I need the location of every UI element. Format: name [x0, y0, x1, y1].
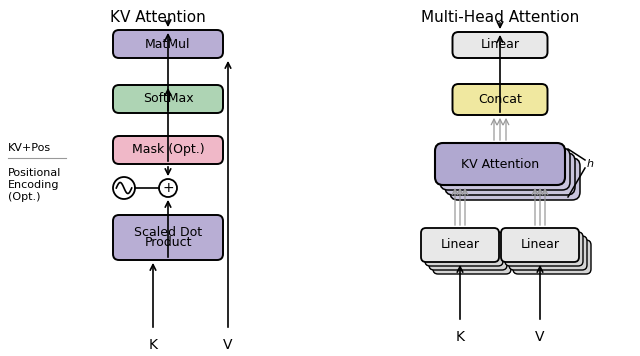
Text: V: V: [223, 338, 233, 352]
Text: MatMul: MatMul: [145, 37, 191, 51]
FancyBboxPatch shape: [435, 143, 565, 185]
FancyBboxPatch shape: [505, 232, 583, 266]
FancyBboxPatch shape: [113, 85, 223, 113]
Text: Positional: Positional: [8, 168, 61, 178]
FancyBboxPatch shape: [113, 215, 223, 260]
FancyBboxPatch shape: [425, 232, 503, 266]
Circle shape: [113, 177, 135, 199]
Text: KV Attention: KV Attention: [110, 10, 206, 25]
Text: Mask (Opt.): Mask (Opt.): [132, 143, 204, 157]
Text: Product: Product: [144, 236, 192, 249]
Text: h: h: [587, 159, 594, 169]
FancyBboxPatch shape: [429, 236, 507, 270]
Text: SoftMax: SoftMax: [143, 93, 193, 105]
Text: (Opt.): (Opt.): [8, 192, 40, 202]
FancyBboxPatch shape: [113, 136, 223, 164]
FancyBboxPatch shape: [513, 240, 591, 274]
Text: Scaled Dot: Scaled Dot: [134, 226, 202, 239]
FancyBboxPatch shape: [421, 228, 499, 262]
FancyBboxPatch shape: [452, 84, 547, 115]
FancyBboxPatch shape: [440, 148, 570, 190]
FancyBboxPatch shape: [433, 240, 511, 274]
FancyBboxPatch shape: [445, 153, 575, 195]
Text: Linear: Linear: [440, 239, 479, 251]
Text: KV+Pos: KV+Pos: [8, 143, 51, 153]
Text: Linear: Linear: [481, 38, 520, 52]
Text: Multi-Head Attention: Multi-Head Attention: [421, 10, 579, 25]
Text: Concat: Concat: [478, 93, 522, 106]
Text: K: K: [456, 330, 465, 344]
Text: V: V: [535, 330, 545, 344]
Text: KV Attention: KV Attention: [461, 157, 539, 171]
FancyBboxPatch shape: [452, 32, 547, 58]
FancyBboxPatch shape: [450, 158, 580, 200]
Circle shape: [159, 179, 177, 197]
Text: +: +: [162, 181, 174, 195]
Text: Encoding: Encoding: [8, 180, 60, 190]
FancyBboxPatch shape: [501, 228, 579, 262]
Text: K: K: [148, 338, 157, 352]
FancyBboxPatch shape: [509, 236, 587, 270]
Text: Linear: Linear: [520, 239, 559, 251]
FancyBboxPatch shape: [113, 30, 223, 58]
